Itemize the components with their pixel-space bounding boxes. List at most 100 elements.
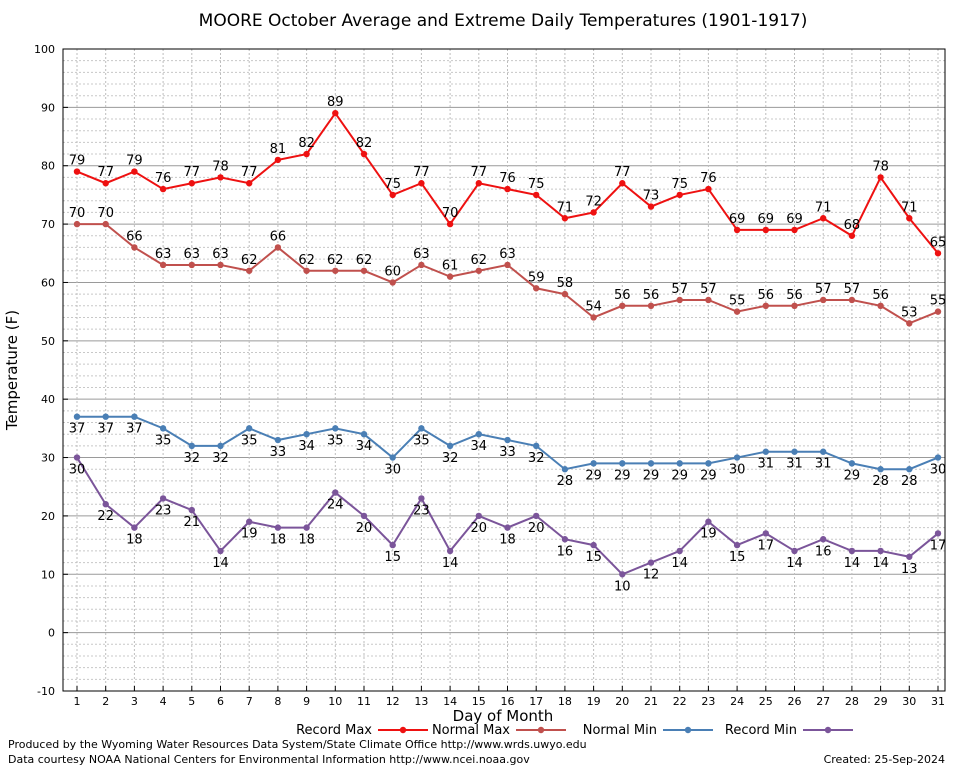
data-point	[159, 185, 167, 193]
legend-item-normal-min: Normal Min	[583, 723, 713, 738]
data-label: 63	[155, 247, 172, 262]
legend-item-normal-max: Normal Max	[432, 723, 566, 738]
chart-title: MOORE October Average and Extreme Daily …	[199, 11, 808, 31]
x-tick-label: 24	[730, 695, 744, 708]
data-point	[590, 209, 597, 216]
data-label: 66	[126, 229, 143, 244]
x-tick-label: 14	[443, 695, 457, 708]
data-point	[561, 536, 569, 543]
data-point	[246, 180, 253, 187]
data-point	[848, 296, 856, 304]
data-label: 76	[155, 171, 172, 186]
legend: Record Max Normal Max Normal Min Record Min	[296, 723, 853, 738]
data-point	[217, 174, 224, 181]
x-tick-label: 19	[587, 695, 601, 708]
data-label: 30	[384, 463, 401, 478]
data-label: 53	[901, 305, 918, 320]
data-label: 14	[212, 556, 229, 571]
data-point	[389, 541, 396, 549]
data-label: 29	[643, 468, 660, 483]
data-label: 37	[126, 422, 143, 437]
data-point	[934, 530, 942, 537]
data-label: 55	[729, 294, 746, 309]
data-point	[504, 436, 511, 444]
data-label: 76	[499, 171, 516, 186]
data-point	[332, 267, 339, 274]
y-tick-label: 70	[41, 218, 55, 231]
data-point	[418, 495, 425, 502]
data-label: 57	[700, 282, 717, 297]
data-label: 14	[671, 556, 688, 571]
data-point	[73, 168, 81, 175]
data-label: 33	[499, 445, 516, 460]
data-point	[332, 489, 339, 496]
data-point	[246, 425, 253, 432]
y-tick-label: 100	[34, 43, 55, 56]
data-label: 56	[643, 288, 660, 303]
data-label: 77	[471, 165, 488, 180]
data-label: 63	[184, 247, 201, 262]
x-tick-label: 26	[788, 695, 802, 708]
data-label: 29	[700, 468, 717, 483]
data-label: 15	[384, 550, 401, 565]
data-label: 57	[671, 282, 688, 297]
data-point	[647, 559, 655, 566]
legend-label: Record Min	[725, 723, 797, 738]
footer-data-courtesy: Data courtesy NOAA National Centers for …	[8, 753, 530, 766]
data-point	[533, 285, 540, 292]
data-label: 73	[643, 189, 660, 204]
data-point	[303, 267, 310, 274]
data-point	[820, 536, 827, 543]
data-point	[389, 191, 396, 199]
data-label: 32	[184, 451, 201, 466]
data-label: 89	[327, 95, 344, 110]
data-label: 77	[184, 165, 201, 180]
y-tick-label: 20	[41, 510, 55, 523]
data-point	[619, 571, 626, 578]
data-label: 70	[97, 206, 114, 221]
data-point	[102, 501, 109, 508]
y-tick-label: 90	[41, 101, 55, 114]
data-point	[561, 215, 569, 222]
x-tick-label: 10	[328, 695, 342, 708]
data-label: 23	[155, 503, 172, 518]
data-label: 57	[844, 282, 861, 297]
data-label: 62	[327, 253, 344, 268]
data-point	[360, 431, 368, 438]
data-point	[877, 466, 884, 473]
data-point	[906, 215, 913, 222]
data-label: 69	[786, 212, 803, 227]
data-label: 16	[815, 544, 832, 559]
data-label: 28	[901, 474, 918, 489]
data-label: 29	[585, 468, 602, 483]
data-label: 21	[184, 515, 201, 530]
data-label: 33	[270, 445, 287, 460]
data-label: 70	[442, 206, 459, 221]
data-point	[733, 226, 741, 234]
data-label: 37	[97, 422, 114, 437]
data-point	[303, 150, 310, 158]
data-label: 20	[528, 521, 545, 536]
data-point	[188, 180, 195, 187]
data-label: 19	[241, 527, 258, 542]
data-point	[131, 524, 138, 531]
x-tick-label: 21	[644, 695, 658, 708]
legend-marker	[824, 726, 832, 734]
data-point	[533, 191, 540, 199]
data-label: 62	[356, 253, 373, 268]
data-point	[475, 512, 482, 520]
data-label: 59	[528, 270, 545, 285]
data-point	[303, 431, 310, 438]
data-label: 62	[298, 253, 315, 268]
data-point	[332, 110, 339, 117]
data-point	[791, 547, 798, 555]
data-label: 66	[270, 229, 287, 244]
data-point	[504, 524, 511, 531]
data-point	[246, 267, 253, 274]
y-tick-label: 60	[41, 276, 55, 289]
data-point	[188, 261, 195, 269]
legend-marker	[537, 726, 545, 734]
data-point	[360, 150, 368, 158]
data-point	[848, 460, 856, 467]
